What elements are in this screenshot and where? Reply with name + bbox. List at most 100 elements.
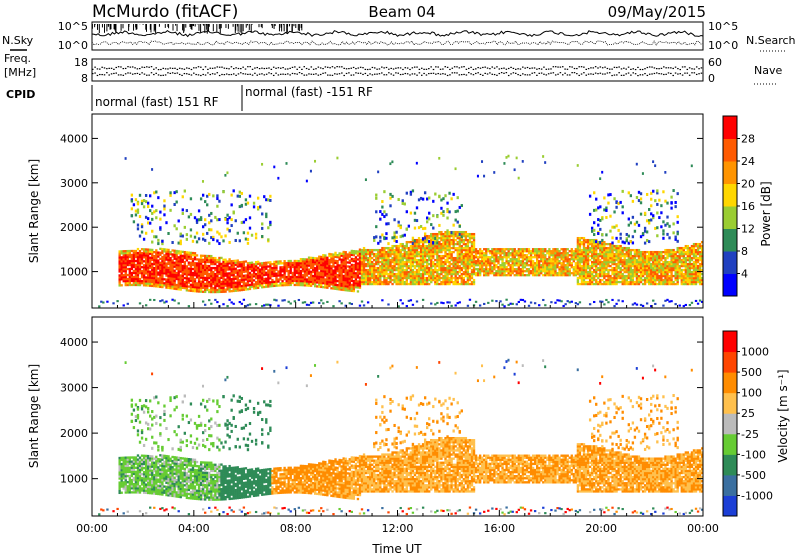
power-cell — [576, 246, 580, 250]
power-cell — [428, 244, 431, 248]
power-cell — [454, 248, 457, 252]
power-cell — [399, 244, 402, 248]
power-cell — [468, 264, 472, 268]
power-cell — [142, 274, 146, 277]
power-cell — [452, 260, 455, 264]
power-cell — [389, 266, 392, 270]
power-cell — [146, 252, 150, 255]
power-cell — [513, 274, 516, 277]
power-cell — [413, 264, 417, 268]
power-cell — [454, 280, 457, 284]
power-cell — [169, 265, 172, 268]
power-cell — [204, 303, 207, 306]
power-cell — [151, 229, 154, 233]
power-cell — [419, 268, 423, 272]
power-cell — [348, 261, 351, 264]
power-cell — [379, 254, 382, 258]
power-cell — [586, 276, 590, 280]
power-cell — [136, 223, 140, 227]
power-cell — [195, 284, 199, 287]
power-cell — [313, 273, 317, 276]
power-cell — [234, 289, 237, 292]
power-cell — [481, 264, 484, 267]
power-cell — [144, 270, 148, 273]
power-cell — [462, 270, 466, 274]
power-cell — [434, 270, 437, 274]
power-cell — [151, 248, 154, 252]
power-cell — [460, 266, 463, 270]
power-cell — [134, 249, 138, 253]
power-cell — [397, 268, 400, 272]
power-cell — [446, 254, 449, 258]
power-cell — [273, 165, 276, 169]
power-cell — [342, 276, 345, 280]
power-cell — [159, 257, 162, 260]
power-cell — [385, 232, 388, 236]
power-cell — [421, 252, 425, 256]
power-cell — [415, 248, 419, 252]
power-cell — [159, 300, 162, 303]
power-cell — [305, 264, 309, 267]
power-cell — [228, 266, 231, 269]
power-cell — [132, 279, 136, 283]
power-cell — [385, 280, 388, 284]
power-cell — [340, 254, 343, 257]
power-cell — [140, 256, 144, 259]
power-cell — [391, 194, 394, 198]
power-cell — [419, 266, 423, 270]
power-cell — [452, 242, 455, 246]
freq-point — [472, 68, 475, 71]
power-cell — [403, 264, 406, 268]
nave-point — [641, 74, 644, 76]
freq-point — [590, 67, 592, 69]
power-cell — [597, 280, 600, 284]
power-cell — [373, 280, 376, 284]
power-cell — [529, 260, 533, 263]
power-cell — [149, 260, 152, 263]
power-cell — [146, 278, 150, 281]
power-cell — [130, 253, 134, 257]
power-cell — [151, 262, 154, 266]
power-cell — [595, 250, 598, 254]
power-cell — [415, 270, 419, 274]
power-cell — [220, 282, 223, 286]
power-cell — [326, 270, 329, 273]
power-cell — [383, 190, 386, 194]
power-cell — [134, 265, 138, 269]
freq-point — [169, 67, 172, 69]
freq-point — [468, 67, 470, 70]
power-cell — [483, 254, 486, 257]
freq-point — [484, 66, 486, 68]
nave-point — [282, 73, 284, 75]
power-cell — [354, 278, 358, 281]
power-cell — [146, 276, 150, 279]
power-cell — [505, 156, 508, 159]
power-cell — [169, 286, 172, 290]
freq-point — [244, 68, 247, 70]
power-cell — [468, 240, 472, 244]
power-cell — [181, 280, 184, 283]
power-cell — [387, 248, 390, 252]
power-cell — [191, 279, 195, 283]
power-cell — [450, 232, 453, 236]
power-cell — [362, 278, 366, 282]
power-cell — [552, 248, 555, 251]
power-cell — [430, 264, 433, 268]
power-cell — [597, 232, 600, 236]
power-cell — [167, 254, 170, 258]
power-cell — [576, 280, 580, 284]
power-cell — [458, 282, 461, 286]
power-cell — [421, 237, 425, 241]
power-cell — [588, 250, 592, 254]
power-cell — [444, 246, 447, 250]
power-cell — [313, 277, 317, 280]
power-cell — [179, 252, 182, 255]
power-cell — [128, 269, 131, 273]
power-cell — [552, 252, 555, 255]
freq-point — [648, 66, 651, 68]
power-cell — [546, 274, 549, 277]
power-cell — [167, 284, 170, 288]
power-cell — [503, 268, 506, 271]
power-cell — [595, 258, 598, 262]
power-cell — [138, 261, 142, 265]
